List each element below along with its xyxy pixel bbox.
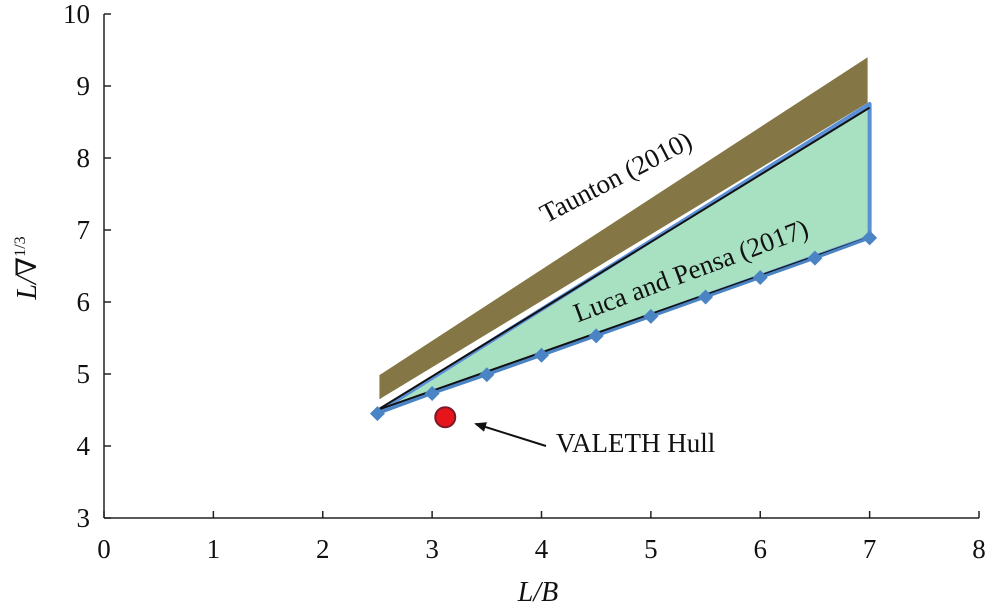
series-marker [534,347,549,363]
x-tick-label: 4 [535,534,549,564]
y-axis-title-main: L/∇ [12,257,43,301]
y-tick-label: 5 [77,359,91,389]
x-tick-label: 8 [972,534,986,564]
series-marker [588,328,604,344]
x-axis-title: L/B [517,577,558,608]
svg-text:L/∇1/3: L/∇1/3 [12,236,43,300]
series-marker [643,308,659,324]
y-axis-title-sup: 1/3 [12,236,29,256]
series-marker [479,367,495,383]
y-axis-title: L/∇1/3 [12,236,43,300]
y-tick-label: 9 [77,71,91,101]
series-marker [752,270,768,286]
x-tick-label: 1 [207,534,221,564]
series-line [376,236,871,416]
reference-line [376,106,871,411]
valeth-hull-point [434,406,457,429]
series-marker [807,250,823,266]
reference-line [377,236,870,411]
series-marker [369,406,385,422]
x-tick-label: 2 [316,534,330,564]
x-tick-label: 6 [754,534,768,564]
series-marker [424,385,440,401]
y-tick-label: 8 [77,143,91,173]
y-ticks: 3 4 5 6 7 8 9 10 [63,0,111,533]
x-ticks: 0 1 2 3 4 5 6 7 8 [97,511,986,564]
highlight-points [434,406,457,429]
taunton-region [375,51,872,405]
valeth-arrow [474,422,547,447]
series-marker [698,289,714,305]
reference-lines [376,106,871,411]
series-marker [862,230,878,246]
x-tick-label: 3 [425,534,439,564]
y-tick-label: 10 [63,0,90,29]
data-series [369,230,878,422]
y-tick-label: 3 [77,503,91,533]
y-tick-label: 7 [77,215,91,245]
y-tick-label: 4 [77,431,91,461]
x-tick-label: 5 [644,534,658,564]
y-tick-label: 6 [77,287,91,317]
x-tick-label: 7 [863,534,877,564]
x-tick-label: 0 [97,534,111,564]
valeth-label: VALETH Hull [556,428,715,458]
